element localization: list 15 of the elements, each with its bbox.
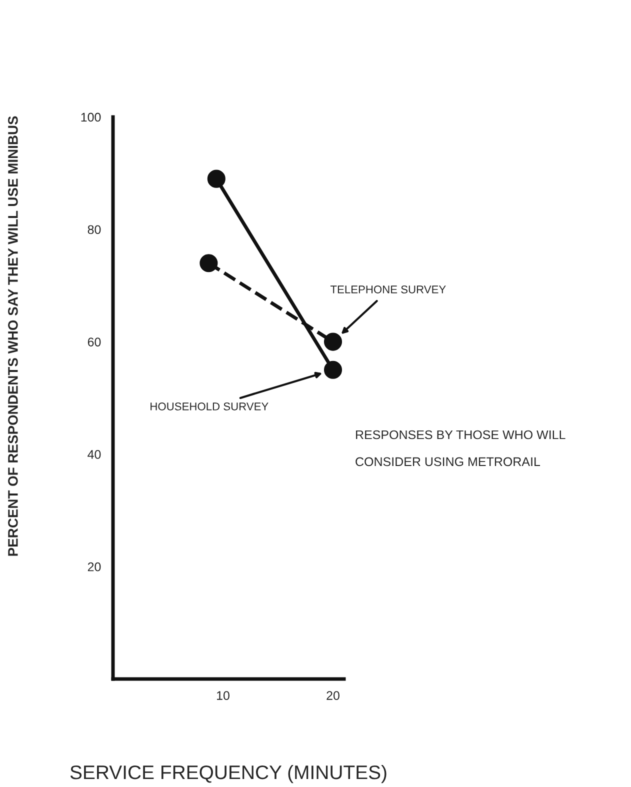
point: [200, 254, 218, 272]
text: TELEPHONE SURVEY: [330, 286, 446, 294]
x-tick-label: 10: [217, 691, 230, 700]
point: [207, 170, 226, 188]
text: RESPONSES BY THOSE WHO WILL CONSIDER USING METRORAIL: [356, 430, 566, 466]
x-axis-title: SERVICE FREQUENCY (MINUTES): [70, 764, 386, 784]
y-axis-title: PERCENT OF RESPONDENTS WHO SAY THEY WILL USE MINIBUS: [8, 116, 18, 556]
y-tick-label: 80: [88, 225, 101, 234]
point: [324, 332, 342, 351]
y-tick-label: 60: [88, 338, 101, 346]
y-tick-label: 20: [88, 562, 101, 572]
text: HOUSEHOLD SURVEY: [150, 402, 268, 410]
point: [324, 360, 342, 379]
y-tick-label: 40: [88, 450, 101, 459]
y-tick-label: 100: [81, 112, 101, 122]
